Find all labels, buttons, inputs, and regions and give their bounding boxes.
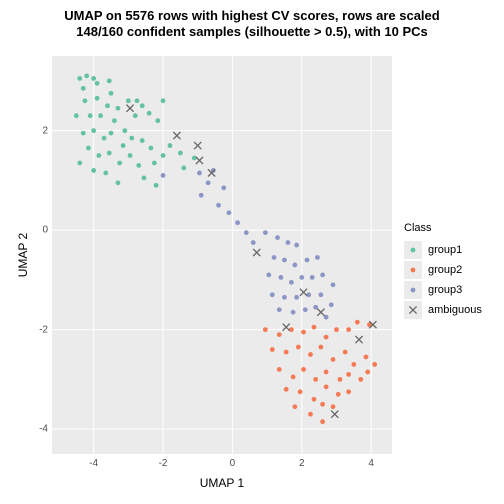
legend-swatch [404,281,422,299]
legend-label: group3 [428,281,462,299]
x-tick-label: 4 [368,458,374,469]
chart-title: UMAP on 5576 rows with highest CV scores… [0,8,504,41]
legend-swatch [404,301,422,319]
legend-item: group3 [404,280,482,300]
legend-label: ambiguous [428,301,482,319]
x-tick-label: -2 [159,458,168,469]
y-tick-label: 0 [30,225,48,236]
legend-title: Class [404,222,482,234]
x-tick-label: -4 [89,458,98,469]
y-tick-label: 2 [30,125,48,136]
legend-item: group1 [404,240,482,260]
y-tick-label: -4 [30,424,48,435]
legend: Class group1 group2 group3 ambiguous [404,222,482,320]
title-line-2: 148/160 confident samples (silhouette > … [0,24,504,40]
x-axis-title: UMAP 1 [52,476,392,490]
y-axis-title: UMAP 2 [16,225,30,285]
y-tick-label: -2 [30,324,48,335]
legend-label: group1 [428,241,462,259]
x-tick-label: 0 [230,458,236,469]
x-tick-label: 2 [299,458,305,469]
legend-item: ambiguous [404,300,482,320]
title-line-1: UMAP on 5576 rows with highest CV scores… [0,8,504,24]
plot-panel [52,56,392,454]
legend-swatch [404,241,422,259]
chart-container: UMAP on 5576 rows with highest CV scores… [0,0,504,504]
legend-swatch [404,261,422,279]
legend-item: group2 [404,260,482,280]
legend-label: group2 [428,261,462,279]
